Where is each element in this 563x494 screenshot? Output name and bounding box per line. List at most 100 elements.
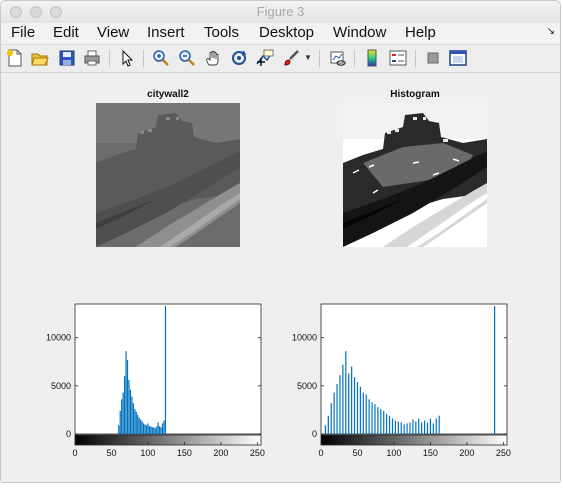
open-file-icon[interactable] bbox=[31, 49, 49, 67]
close-window-button[interactable] bbox=[10, 6, 22, 18]
histogram-bar bbox=[164, 305, 167, 434]
grayscale-colorbar bbox=[320, 434, 508, 446]
edit-plot-pointer-icon[interactable] bbox=[118, 49, 136, 67]
histogram-bar bbox=[371, 402, 373, 434]
histogram-bar bbox=[141, 421, 143, 434]
histogram-bar bbox=[159, 426, 161, 434]
x-tick-label: 50 bbox=[352, 448, 362, 458]
grayscale-colorbar bbox=[74, 434, 262, 446]
histogram-bar bbox=[429, 418, 432, 434]
histogram-bar bbox=[421, 422, 423, 434]
image-title-citywall2: citywall2 bbox=[147, 89, 189, 100]
insert-legend-icon[interactable] bbox=[389, 49, 407, 67]
menu-tools[interactable]: Tools bbox=[204, 24, 240, 41]
title-bar: Figure 3 bbox=[1, 1, 560, 24]
histogram-bar bbox=[339, 375, 341, 434]
menu-file[interactable]: File bbox=[11, 24, 36, 41]
show-plot-tools-icon[interactable] bbox=[449, 49, 467, 67]
data-cursor-icon[interactable] bbox=[256, 49, 274, 67]
menu-help[interactable]: Help bbox=[405, 24, 436, 41]
histogram-bar bbox=[388, 415, 391, 434]
x-tick-label: 250 bbox=[496, 448, 511, 458]
image-citywall2 bbox=[96, 103, 240, 247]
histogram-bar bbox=[423, 420, 426, 434]
histogram-bar bbox=[324, 425, 326, 434]
x-tick-label: 200 bbox=[459, 448, 474, 458]
histogram-bar bbox=[380, 408, 382, 434]
link-plot-icon[interactable] bbox=[329, 49, 347, 67]
menu-window[interactable]: Window bbox=[333, 24, 387, 41]
print-figure-icon[interactable] bbox=[83, 49, 101, 67]
toolbar-separator bbox=[109, 50, 110, 67]
insert-colorbar-icon[interactable] bbox=[363, 49, 381, 67]
histogram-bar bbox=[327, 415, 329, 434]
zoom-window-button[interactable] bbox=[50, 6, 62, 18]
histogram-bar bbox=[140, 419, 142, 434]
figure-window: Figure 3 File Edit View Insert Tools Des… bbox=[0, 0, 561, 483]
menu-edit[interactable]: Edit bbox=[53, 24, 79, 41]
histogram-bar bbox=[362, 392, 364, 434]
histogram-bar bbox=[353, 377, 356, 434]
minimize-window-button[interactable] bbox=[30, 6, 42, 18]
histogram-bar bbox=[494, 305, 496, 434]
histogram-bar bbox=[122, 392, 124, 434]
histogram-bar bbox=[148, 426, 150, 434]
brush-dropdown-icon[interactable]: ▼ bbox=[304, 53, 312, 62]
x-tick-label: 0 bbox=[318, 448, 323, 458]
histogram-bar bbox=[368, 399, 370, 434]
background-window-strip bbox=[0, 483, 563, 494]
save-figure-icon[interactable] bbox=[58, 49, 76, 67]
histogram-bar bbox=[418, 418, 420, 434]
y-tick-label: 0 bbox=[66, 429, 71, 439]
histogram-bar bbox=[348, 373, 350, 434]
histogram-plot-original: 0 5000 10000 0 50 100 150 200 250 bbox=[46, 303, 265, 458]
histogram-bar bbox=[129, 389, 132, 434]
histogram-bar bbox=[142, 423, 145, 434]
toolbar-separator bbox=[319, 50, 320, 67]
histogram-bar bbox=[365, 394, 367, 434]
rotate-3d-icon[interactable] bbox=[230, 49, 248, 67]
zoom-in-icon[interactable] bbox=[152, 49, 170, 67]
dock-arrow-icon[interactable]: ↘ bbox=[546, 26, 555, 37]
histogram-bar bbox=[383, 410, 385, 434]
histogram-bar bbox=[351, 366, 353, 434]
histogram-bar bbox=[345, 351, 347, 434]
menu-insert[interactable]: Insert bbox=[147, 24, 185, 41]
plot-area bbox=[74, 303, 262, 435]
histogram-bar bbox=[128, 380, 130, 434]
histogram-bar bbox=[409, 422, 411, 434]
histogram-bar bbox=[135, 411, 137, 434]
histogram-bar bbox=[138, 417, 140, 434]
x-tick-label: 0 bbox=[72, 448, 77, 458]
histogram-bar bbox=[131, 396, 133, 434]
histogram-bar bbox=[432, 423, 434, 434]
histogram-bar bbox=[391, 418, 394, 434]
histogram-bar bbox=[426, 422, 429, 434]
image-title-histogram: Histogram bbox=[390, 89, 440, 100]
histogram-bar bbox=[137, 414, 139, 434]
menu-view[interactable]: View bbox=[97, 24, 130, 41]
histogram-bar bbox=[126, 359, 129, 434]
window-title: Figure 3 bbox=[256, 4, 305, 19]
y-tick-label: 5000 bbox=[297, 381, 317, 391]
histogram-bar bbox=[153, 427, 155, 434]
histogram-bar bbox=[415, 421, 417, 434]
histogram-bar bbox=[121, 399, 123, 434]
figure-toolbar: ▼ bbox=[1, 44, 560, 73]
menu-desktop[interactable]: Desktop bbox=[259, 24, 315, 41]
hide-plot-tools-icon[interactable] bbox=[424, 49, 442, 67]
histogram-bar bbox=[400, 422, 402, 434]
brush-icon[interactable] bbox=[282, 49, 300, 67]
histogram-bar bbox=[132, 403, 134, 434]
toolbar-separator bbox=[354, 50, 355, 67]
histogram-bar bbox=[144, 424, 146, 434]
zoom-out-icon[interactable] bbox=[178, 49, 196, 67]
histogram-bar bbox=[154, 428, 156, 434]
y-tick-label: 10000 bbox=[292, 333, 317, 343]
new-figure-icon[interactable] bbox=[6, 49, 24, 67]
histogram-bar bbox=[403, 424, 405, 434]
histogram-bar bbox=[359, 386, 361, 434]
pan-hand-icon[interactable] bbox=[204, 49, 222, 67]
toolbar-separator bbox=[143, 50, 144, 67]
histogram-bar bbox=[118, 425, 120, 434]
